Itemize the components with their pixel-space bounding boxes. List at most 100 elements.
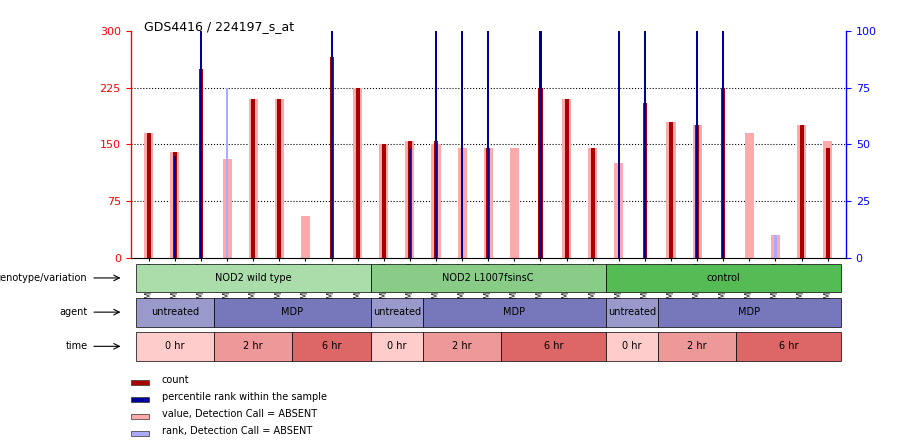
Text: value, Detection Call = ABSENT: value, Detection Call = ABSENT [162,409,317,419]
Bar [539,0,542,258]
Bar [457,148,467,258]
Bar [799,126,804,258]
Text: 0 hr: 0 hr [622,341,642,351]
Bar [538,88,543,258]
Bar [771,235,780,258]
Bar [435,0,437,258]
Text: 2 hr: 2 hr [243,341,263,351]
Text: 6 hr: 6 hr [544,341,563,351]
Bar [144,133,153,258]
Text: MDP: MDP [738,307,760,317]
Bar [483,148,493,258]
Text: MDP: MDP [282,307,303,317]
Bar [136,332,214,361]
Text: NOD2 L1007fsinsC: NOD2 L1007fsinsC [443,273,534,283]
Bar [696,0,698,258]
Text: untreated: untreated [608,307,656,317]
Bar [214,298,371,326]
Bar [797,126,806,258]
Bar [379,144,389,258]
Text: 2 hr: 2 hr [453,341,472,351]
Bar [130,381,149,385]
Bar [486,148,491,258]
Text: rank, Detection Call = ABSENT: rank, Detection Call = ABSENT [162,426,312,436]
Bar [606,332,658,361]
Text: GDS4416 / 224197_s_at: GDS4416 / 224197_s_at [144,20,294,33]
Bar [222,159,231,258]
Bar [667,122,676,258]
Bar [423,332,501,361]
Bar [292,332,371,361]
Bar [693,126,702,258]
Text: genotype/variation: genotype/variation [0,273,87,283]
Text: NOD2 wild type: NOD2 wild type [215,273,292,283]
Text: 6 hr: 6 hr [778,341,798,351]
Bar [409,149,411,258]
Bar [487,0,490,258]
Bar [588,148,598,258]
Bar [606,298,658,326]
Bar [170,152,179,258]
Bar [382,144,386,258]
Bar [371,298,423,326]
Bar [248,99,257,258]
Bar [200,0,202,258]
Bar [643,103,647,258]
Bar [614,163,624,258]
Bar [562,99,572,258]
Bar [130,397,149,402]
Bar [408,141,412,258]
Bar [371,264,606,292]
Bar [658,332,736,361]
Bar [644,0,646,258]
Bar [434,141,438,258]
Bar [130,414,149,419]
Bar [251,99,256,258]
Bar [405,141,415,258]
Bar [736,332,841,361]
Text: control: control [706,273,740,283]
Text: time: time [66,341,87,351]
Bar [136,264,371,292]
Text: percentile rank within the sample: percentile rank within the sample [162,392,327,402]
Text: 2 hr: 2 hr [688,341,707,351]
Text: untreated: untreated [151,307,199,317]
Bar [590,148,595,258]
Bar [174,156,176,258]
Bar [774,235,777,258]
Bar [329,58,334,258]
Bar [695,126,699,258]
Bar [669,122,673,258]
Bar [147,133,151,258]
Bar [330,0,333,258]
Bar [658,298,841,326]
Bar [606,264,841,292]
Bar [509,148,519,258]
Bar [431,144,441,258]
Bar [226,88,229,258]
Bar [722,0,725,258]
Text: untreated: untreated [373,307,421,317]
Bar [564,99,569,258]
Bar [277,99,282,258]
Text: 6 hr: 6 hr [322,341,341,351]
Bar [199,69,203,258]
Bar [617,0,620,258]
Bar [825,148,830,258]
Bar [214,332,292,361]
Bar [173,152,177,258]
Bar [461,0,464,258]
Bar [136,298,214,326]
Bar [721,88,725,258]
Text: 0 hr: 0 hr [387,341,407,351]
Bar [130,431,149,436]
Text: agent: agent [59,307,87,317]
Bar [274,99,284,258]
Bar [501,332,606,361]
Bar [371,332,423,361]
Bar [356,88,360,258]
Bar [423,298,606,326]
Text: MDP: MDP [503,307,526,317]
Bar [745,133,754,258]
Text: count: count [162,375,190,385]
